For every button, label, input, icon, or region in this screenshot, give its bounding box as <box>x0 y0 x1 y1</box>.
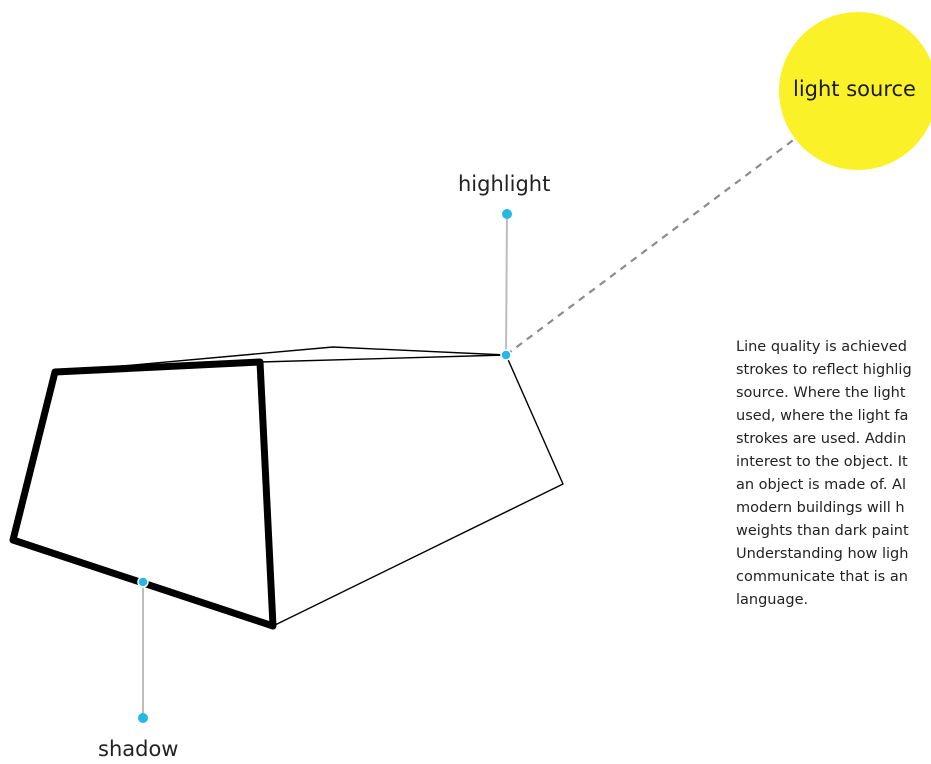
description-line: Line quality is achieved <box>736 339 907 355</box>
highlight-label: highlight <box>458 172 551 196</box>
description-line: language. <box>736 592 809 608</box>
shadow-label: shadow <box>98 737 179 761</box>
description-line: weights than dark paint <box>736 523 909 539</box>
highlight-point-dot <box>500 349 512 361</box>
light-source-circle <box>779 12 931 170</box>
description-line: communicate that is an <box>736 569 908 585</box>
description-line: Understanding how ligh <box>736 546 909 562</box>
description-line: an object is made of. Al <box>736 477 906 493</box>
description-line: strokes to reflect highlig <box>736 362 912 378</box>
description-line: modern buildings will h <box>736 500 905 516</box>
highlight-leader-line <box>505 213 508 356</box>
description-line: interest to the object. It <box>736 454 908 470</box>
description-paragraph: Line quality is achieved strokes to refl… <box>736 336 931 612</box>
description-line: used, where the light fa <box>736 408 909 424</box>
highlight-label-dot <box>502 209 512 219</box>
object-thin-edges <box>54 346 564 627</box>
shadow-label-dot <box>138 713 148 723</box>
top-face-front-edge <box>259 354 507 363</box>
light-ray-dashed-line <box>505 137 797 356</box>
side-face-outline <box>272 354 564 627</box>
front-face-heavy-outline <box>9 358 277 630</box>
top-face-back-edge <box>54 346 507 373</box>
description-line: source. Where the light <box>736 385 906 401</box>
shadow-point-dot <box>137 576 149 588</box>
description-line: strokes are used. Addin <box>736 431 907 447</box>
light-source-label: light source <box>793 77 916 101</box>
